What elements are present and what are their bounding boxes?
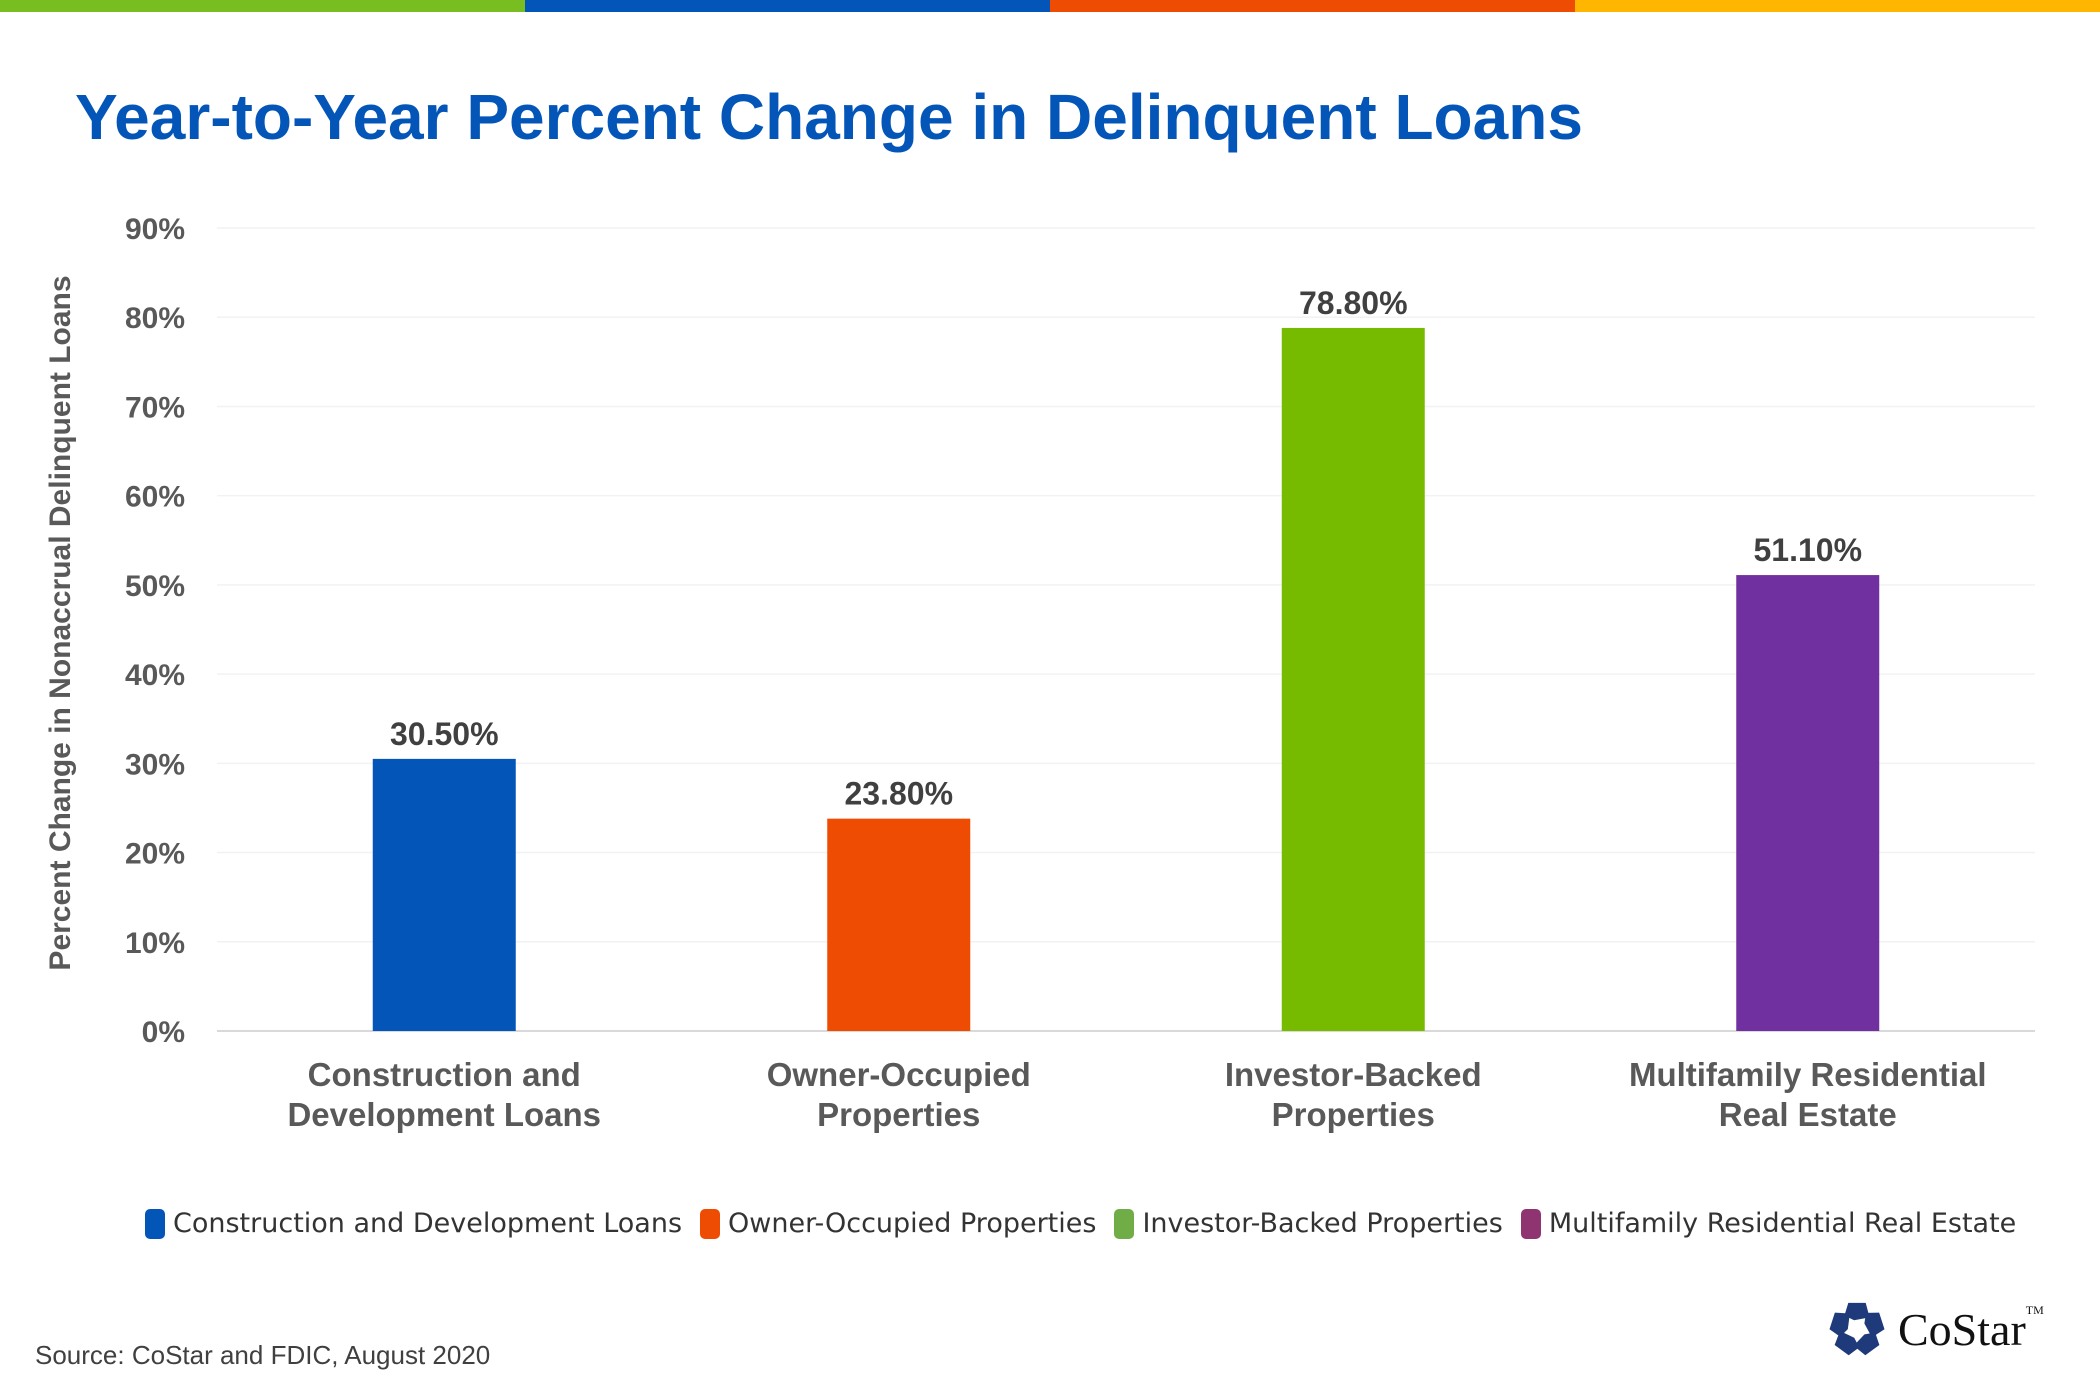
y-tick-label: 60% (125, 481, 185, 514)
stripe-segment (1050, 0, 1575, 12)
stripe-segment (0, 0, 525, 12)
bar (372, 758, 516, 1031)
y-tick-label: 80% (125, 302, 185, 335)
legend-item: Investor-Backed Properties (1114, 1208, 1503, 1239)
costar-logo: CoStarTM (1828, 1300, 2044, 1358)
x-category-label: Owner-Occupied (767, 1056, 1031, 1093)
legend-item: Construction and Development Loans (145, 1208, 682, 1239)
bar-chart: 0% 10% 20% 30% 40% 50% 60% 70% 80% 90% 30.50% Const… (44, 213, 2035, 1133)
data-label: 30.50% (390, 716, 499, 752)
legend-label: Construction and Development Loans (173, 1208, 683, 1239)
legend-swatch (145, 1208, 165, 1239)
legend: Construction and Development Loans Owner-… (145, 1208, 2016, 1239)
x-category-label: Development Loans (287, 1096, 601, 1133)
legend-label: Owner-Occupied Properties (728, 1208, 1097, 1239)
y-tick-label: 40% (125, 659, 185, 692)
x-category-label: Properties (1272, 1096, 1435, 1133)
y-tick-label: 30% (125, 748, 185, 781)
bar (827, 818, 971, 1031)
logo-star-piece (1853, 1332, 1880, 1356)
y-tick-label: 50% (125, 570, 185, 603)
legend-item: Multifamily Residential Real Estate (1520, 1208, 2017, 1239)
logo-star-piece (1829, 1312, 1850, 1337)
stripe-segment (1575, 0, 2100, 12)
x-category-label: Investor-Backed (1225, 1056, 1482, 1093)
logo-star-piece (1864, 1312, 1885, 1338)
stripe-segment (525, 0, 1050, 12)
legend-swatch (700, 1208, 721, 1239)
legend-label: Multifamily Residential Real Estate (1548, 1208, 2017, 1239)
costar-star-icon (1829, 1302, 1885, 1356)
x-category-label: Properties (817, 1096, 980, 1133)
legend-label: Investor-Backed Properties (1142, 1208, 1503, 1239)
data-label: 51.10% (1753, 532, 1862, 568)
logo-star-piece (1834, 1330, 1860, 1356)
x-category-label: Construction and (308, 1056, 581, 1093)
y-tick-label: 10% (125, 927, 185, 960)
y-tick-label: 90% (125, 213, 185, 246)
x-category-label: Multifamily Residential (1629, 1056, 1987, 1093)
bar (1281, 327, 1425, 1031)
x-category-label: Real Estate (1719, 1096, 1897, 1133)
legend-swatch (1114, 1208, 1135, 1239)
legend-swatch (1520, 1208, 1541, 1239)
source-note: Source: CoStar and FDIC, August 2020 (35, 1340, 491, 1370)
data-label: 23.80% (844, 776, 953, 812)
legend-item: Owner-Occupied Properties (700, 1208, 1096, 1239)
bar (1736, 575, 1880, 1031)
data-label: 78.80% (1299, 285, 1408, 321)
y-tick-label: 70% (125, 391, 185, 424)
y-axis-label: Percent Change in Nonaccrual Delinquent … (44, 275, 77, 970)
logo-star-piece (1844, 1302, 1870, 1321)
chart-title: Year-to-Year Percent Change in Delinquen… (75, 81, 1583, 153)
y-tick-label: 0% (142, 1016, 185, 1049)
logo-text: CoStarTM (1898, 1302, 2044, 1355)
y-tick-label: 20% (125, 838, 185, 871)
